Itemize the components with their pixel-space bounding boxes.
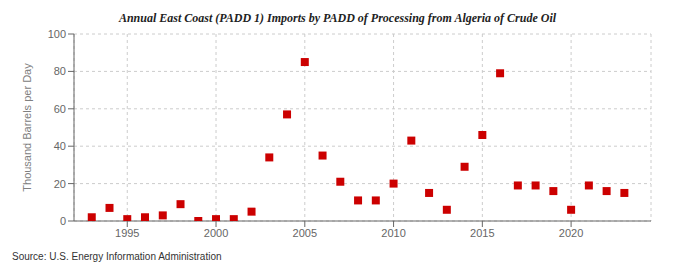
svg-text:2020: 2020 [559,227,583,239]
svg-text:60: 60 [54,103,66,115]
svg-text:0: 0 [60,215,66,227]
svg-text:2010: 2010 [381,227,405,239]
svg-text:100: 100 [48,28,66,40]
svg-text:20: 20 [54,178,66,190]
svg-text:1995: 1995 [115,227,139,239]
svg-text:80: 80 [54,65,66,77]
svg-text:2000: 2000 [204,227,228,239]
html-text:Annual East Coast (PADD 1) Imp: Annual East Coast (PADD 1) Imports by PA… [118,11,557,25]
svg-text:2005: 2005 [293,227,317,239]
svg-text:Thousand Barrels per Day: Thousand Barrels per Day [21,63,33,192]
svg-text:2015: 2015 [470,227,494,239]
html-text:Source: U.S. Energy Informatio: Source: U.S. Energy Information Administ… [12,251,222,262]
svg-text:40: 40 [54,140,66,152]
